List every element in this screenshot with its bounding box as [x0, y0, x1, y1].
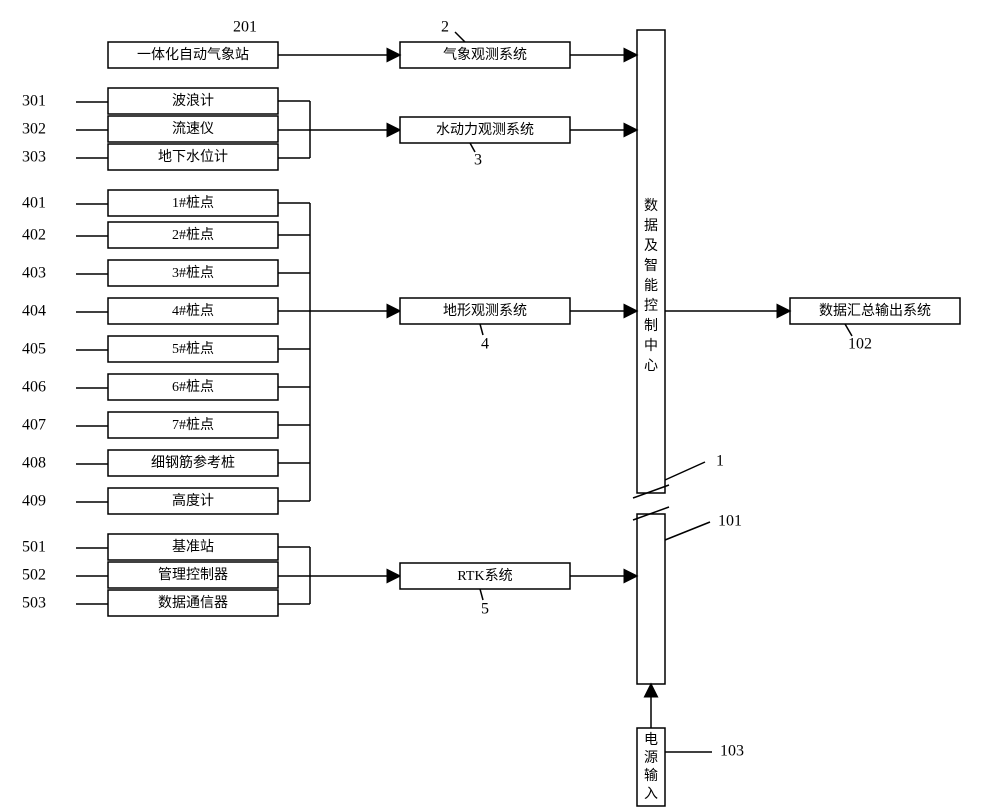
svg-text:3#桩点: 3#桩点 [172, 264, 214, 281]
meteor-obs-label: 气象观测系统 [443, 47, 527, 63]
svg-text:智: 智 [644, 258, 658, 274]
wave-meter-box: 波浪计 [108, 88, 278, 114]
data-center-ref-1: 1 [716, 453, 724, 470]
terrain-obs-ref: 4 [481, 336, 489, 353]
svg-text:503: 503 [22, 595, 46, 612]
pile1-box: 1#桩点 [108, 190, 278, 216]
svg-text:高度计: 高度计 [172, 492, 214, 509]
svg-text:管理控制器: 管理控制器 [158, 567, 228, 583]
pile6-box: 6#桩点 [108, 374, 278, 400]
svg-text:2#桩点: 2#桩点 [172, 226, 214, 243]
svg-text:据: 据 [644, 218, 658, 234]
svg-text:7#桩点: 7#桩点 [172, 416, 214, 433]
svg-text:302: 302 [22, 121, 46, 138]
svg-text:细钢筋参考桩: 细钢筋参考桩 [151, 454, 235, 471]
rebar-ref-box: 细钢筋参考桩 [108, 450, 278, 476]
data-comm-box: 数据通信器 [108, 590, 278, 616]
svg-text:流速仪: 流速仪 [172, 121, 214, 137]
svg-text:电: 电 [644, 732, 658, 748]
svg-text:502: 502 [22, 567, 46, 584]
svg-text:数据通信器: 数据通信器 [158, 595, 228, 611]
base-station-box: 基准站 [108, 534, 278, 560]
svg-text:源: 源 [644, 750, 658, 766]
pile5-box: 5#桩点 [108, 336, 278, 362]
svg-text:制: 制 [644, 318, 658, 334]
svg-text:401: 401 [22, 195, 46, 212]
meteor-obs-box: 气象观测系统 [400, 42, 570, 68]
svg-text:及: 及 [644, 238, 658, 254]
svg-text:1#桩点: 1#桩点 [172, 194, 214, 211]
meteor-obs-ref: 2 [441, 19, 449, 36]
pile7-box: 7#桩点 [108, 412, 278, 438]
pile2-box: 2#桩点 [108, 222, 278, 248]
svg-text:303: 303 [22, 149, 46, 166]
rtk-sys-box: RTK系统 [400, 563, 570, 589]
svg-text:409: 409 [22, 493, 46, 510]
svg-text:控: 控 [644, 298, 658, 314]
svg-text:地形观测系统: 地形观测系统 [443, 303, 527, 319]
svg-text:405: 405 [22, 341, 46, 358]
weather-station-box: 一体化自动气象站 [108, 42, 278, 68]
data-out-ref: 102 [848, 336, 872, 353]
rtk-sys-ref: 5 [481, 601, 489, 618]
data-center-label: 数 据 及 智 能 控 制 中 心 [644, 198, 658, 374]
svg-text:404: 404 [22, 303, 46, 320]
pile3-box: 3#桩点 [108, 260, 278, 286]
data-center-ref-101: 101 [718, 513, 742, 530]
svg-text:入: 入 [644, 787, 658, 802]
data-out-box: 数据汇总输出系统 [790, 298, 960, 324]
hydro-obs-box: 水动力观测系统 [400, 117, 570, 143]
svg-text:能: 能 [644, 278, 658, 294]
mgmt-ctrl-box: 管理控制器 [108, 562, 278, 588]
svg-text:输: 输 [644, 768, 658, 784]
system-diagram: 一体化自动气象站 201 气象观测系统 2 波浪计 301 流速仪 302 地下… [0, 0, 1000, 812]
svg-text:501: 501 [22, 539, 46, 556]
svg-text:403: 403 [22, 265, 46, 282]
weather-station-label: 一体化自动气象站 [137, 47, 249, 63]
svg-text:水动力观测系统: 水动力观测系统 [436, 122, 534, 138]
power-in-ref: 103 [720, 743, 744, 760]
svg-text:402: 402 [22, 227, 46, 244]
svg-text:基准站: 基准站 [172, 538, 214, 555]
altimeter-box: 高度计 [108, 488, 278, 514]
flow-meter-box: 流速仪 [108, 116, 278, 142]
svg-text:数: 数 [644, 198, 658, 214]
data-center-box-bottom [637, 514, 665, 684]
terrain-obs-box: 地形观测系统 [400, 298, 570, 324]
svg-text:408: 408 [22, 455, 46, 472]
svg-text:407: 407 [22, 417, 46, 434]
svg-text:波浪计: 波浪计 [172, 93, 214, 109]
svg-text:中: 中 [644, 338, 658, 354]
weather-station-ref: 201 [233, 19, 257, 36]
svg-text:4#桩点: 4#桩点 [172, 302, 214, 319]
svg-text:心: 心 [644, 358, 658, 374]
pile4-box: 4#桩点 [108, 298, 278, 324]
svg-text:301: 301 [22, 93, 46, 110]
svg-text:5#桩点: 5#桩点 [172, 340, 214, 357]
svg-text:数据汇总输出系统: 数据汇总输出系统 [819, 303, 931, 319]
svg-text:RTK系统: RTK系统 [457, 568, 512, 584]
svg-text:6#桩点: 6#桩点 [172, 378, 214, 395]
hydro-obs-ref: 3 [474, 152, 482, 169]
svg-text:406: 406 [22, 379, 46, 396]
svg-text:地下水位计: 地下水位计 [158, 149, 228, 165]
gw-meter-box: 地下水位计 [108, 144, 278, 170]
